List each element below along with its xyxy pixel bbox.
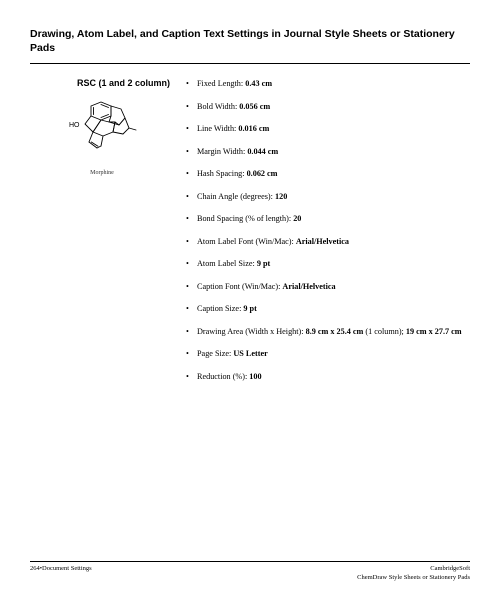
- spec-value: 0.044 cm: [247, 147, 278, 156]
- ho-label: HO: [69, 122, 80, 129]
- page-footer: 264•Document Settings CambridgeSoft Chem…: [30, 561, 470, 582]
- spec-item: Page Size: US Letter: [186, 348, 470, 359]
- spec-label: Line Width:: [197, 124, 238, 133]
- morphine-structure-icon: HO: [63, 98, 141, 160]
- spec-item: Hash Spacing: 0.062 cm: [186, 168, 470, 179]
- spec-label: Reduction (%):: [197, 372, 249, 381]
- spec-item: Caption Size: 9 pt: [186, 303, 470, 314]
- right-column: Fixed Length: 0.43 cm Bold Width: 0.056 c…: [186, 78, 470, 393]
- molecule-caption: Morphine: [30, 170, 174, 176]
- footer-right: CambridgeSoft ChemDraw Style Sheets or S…: [357, 565, 470, 582]
- spec-label: Bond Spacing (% of length):: [197, 214, 293, 223]
- spec-item: Bond Spacing (% of length): 20: [186, 213, 470, 224]
- footer-rule: [30, 561, 470, 562]
- spec-item: Atom Label Font (Win/Mac): Arial/Helveti…: [186, 236, 470, 247]
- spec-item: Margin Width: 0.044 cm: [186, 146, 470, 157]
- spec-label: Chain Angle (degrees):: [197, 192, 275, 201]
- spec-value: 0.062 cm: [247, 169, 278, 178]
- spec-label: Caption Font (Win/Mac):: [197, 282, 282, 291]
- spec-label: Drawing Area (Width x Height):: [197, 327, 306, 336]
- title-rule: [30, 63, 470, 64]
- spec-label: Bold Width:: [197, 102, 239, 111]
- molecule-figure: HO: [30, 98, 174, 160]
- spec-item: Atom Label Size: 9 pt: [186, 258, 470, 269]
- spec-label: Fixed Length:: [197, 79, 245, 88]
- spec-label: Margin Width:: [197, 147, 247, 156]
- spec-item: Chain Angle (degrees): 120: [186, 191, 470, 202]
- spec-value: 100: [249, 372, 261, 381]
- spec-value: Arial/Helvetica: [296, 237, 349, 246]
- footer-doc-title: ChemDraw Style Sheets or Stationery Pads: [357, 574, 470, 582]
- spec-value: 0.43 cm: [245, 79, 272, 88]
- spec-label: Page Size:: [197, 349, 233, 358]
- spec-label: Hash Spacing:: [197, 169, 247, 178]
- spec-value: Arial/Helvetica: [282, 282, 335, 291]
- section-label: RSC (1 and 2 column): [30, 78, 174, 88]
- spec-item: Drawing Area (Width x Height): 8.9 cm x …: [186, 326, 470, 337]
- spec-label: Caption Size:: [197, 304, 243, 313]
- page-title: Drawing, Atom Label, and Caption Text Se…: [30, 27, 470, 55]
- footer-left: 264•Document Settings: [30, 565, 92, 582]
- spec-list: Fixed Length: 0.43 cm Bold Width: 0.056 c…: [186, 78, 470, 382]
- spec-value: 20: [293, 214, 301, 223]
- footer-company: CambridgeSoft: [357, 565, 470, 573]
- spec-item: Fixed Length: 0.43 cm: [186, 78, 470, 89]
- spec-value: 0.016 cm: [238, 124, 269, 133]
- spec-label: Atom Label Font (Win/Mac):: [197, 237, 296, 246]
- content-area: RSC (1 and 2 column): [30, 78, 470, 393]
- spec-value: 9 pt: [243, 304, 256, 313]
- footer-page-ref: 264•Document Settings: [30, 565, 92, 572]
- spec-value: 0.056 cm: [239, 102, 270, 111]
- spec-item: Line Width: 0.016 cm: [186, 123, 470, 134]
- spec-value: 9 pt: [257, 259, 270, 268]
- left-column: RSC (1 and 2 column): [30, 78, 174, 393]
- spec-item: Reduction (%): 100: [186, 371, 470, 382]
- spec-value: US Letter: [233, 349, 267, 358]
- spec-value-2: 19 cm x 27.7 cm: [406, 327, 462, 336]
- spec-suffix: (1 column);: [363, 327, 406, 336]
- spec-item: Caption Font (Win/Mac): Arial/Helvetica: [186, 281, 470, 292]
- spec-value: 8.9 cm x 25.4 cm: [306, 327, 364, 336]
- spec-label: Atom Label Size:: [197, 259, 257, 268]
- spec-value: 120: [275, 192, 287, 201]
- spec-item: Bold Width: 0.056 cm: [186, 101, 470, 112]
